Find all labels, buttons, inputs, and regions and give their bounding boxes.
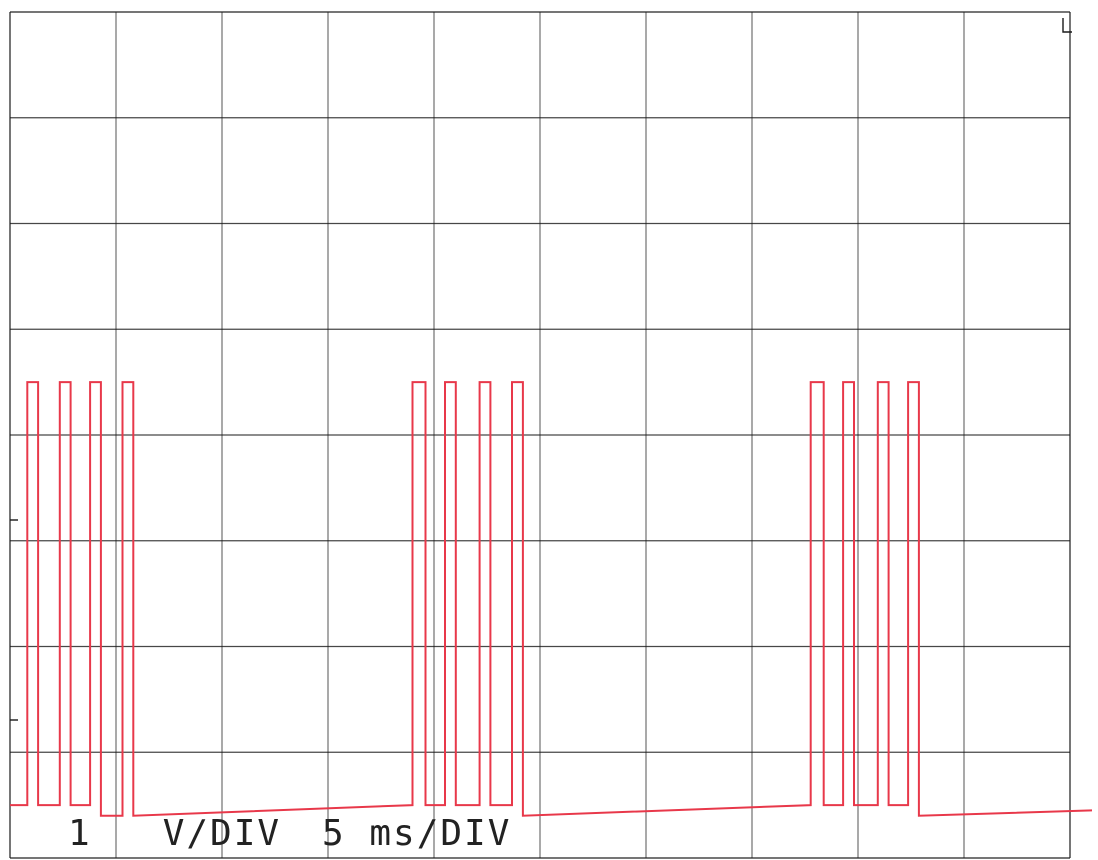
waveform-trace (10, 381, 1093, 817)
voltage-scale-label: 1 V/DIV (68, 813, 281, 854)
trigger-marker-icon (1062, 18, 1072, 33)
graticule (9, 11, 1071, 859)
graticule-edge-ticks (10, 18, 1072, 721)
time-scale-label: 5 ms/DIV (322, 813, 511, 854)
